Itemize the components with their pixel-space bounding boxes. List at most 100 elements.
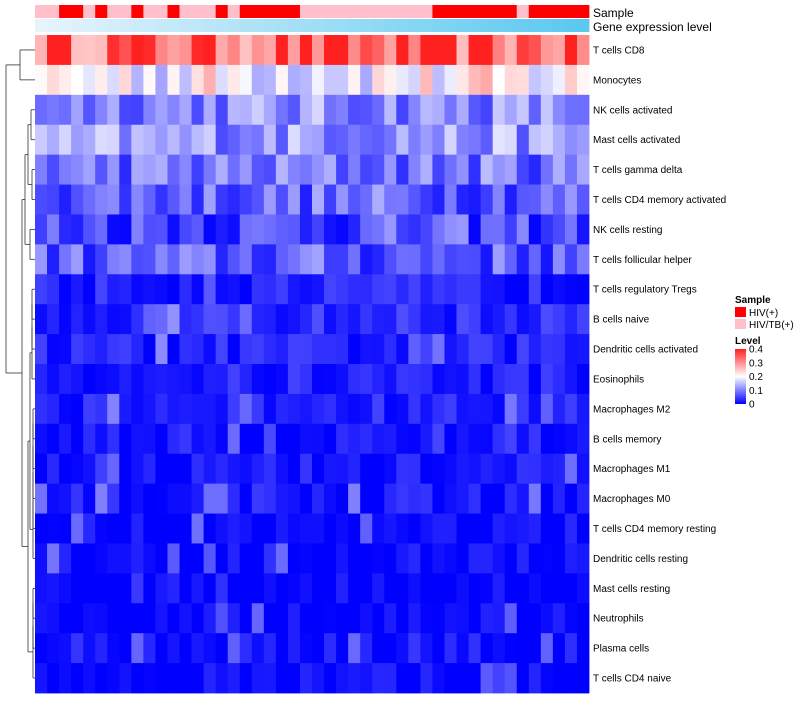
heatmap-cell <box>552 35 566 66</box>
heatmap-cell <box>576 573 590 604</box>
sample-annotation-cell <box>179 5 192 18</box>
heatmap-cell <box>287 573 301 604</box>
heatmap-cell <box>552 573 566 604</box>
heatmap-cell <box>299 154 313 185</box>
heatmap-cell <box>179 35 192 66</box>
heatmap-cell <box>468 633 482 664</box>
heatmap-cell <box>336 483 349 514</box>
heatmap-cell <box>59 274 72 305</box>
heatmap-cell <box>456 633 469 664</box>
sample-annotation-cell <box>167 5 180 18</box>
expression-annotation-cell <box>215 19 229 32</box>
heatmap-cell <box>155 453 168 485</box>
heatmap-cell <box>456 603 469 634</box>
heatmap-cell <box>540 513 554 544</box>
heatmap-cell <box>516 364 530 395</box>
heatmap-cell <box>408 334 421 365</box>
heatmap-cell <box>576 154 590 185</box>
heatmap-cell <box>95 334 108 365</box>
heatmap-cell <box>564 184 578 215</box>
heatmap-cell <box>348 513 361 544</box>
heatmap-cell <box>372 364 385 395</box>
row-label: T cells CD8 <box>593 46 645 57</box>
heatmap-cell <box>47 393 60 425</box>
heatmap-cell <box>191 603 205 634</box>
heatmap-cell <box>468 603 482 634</box>
heatmap-cell <box>107 543 120 574</box>
heatmap-cell <box>95 603 108 634</box>
sample-annotation-cell <box>576 5 590 18</box>
heatmap-cell <box>203 663 217 694</box>
heatmap-cell <box>396 154 409 185</box>
legend-color-scale <box>735 349 746 404</box>
heatmap-cell <box>432 364 445 395</box>
heatmap-cell <box>456 244 469 275</box>
heatmap-cell <box>227 334 241 365</box>
heatmap-cell <box>420 154 433 185</box>
heatmap-cell <box>239 364 253 395</box>
heatmap-cell <box>504 573 518 604</box>
heatmap-cell <box>552 184 566 215</box>
heatmap-cell <box>336 513 349 544</box>
heatmap-cell <box>348 423 361 455</box>
heatmap-cell <box>227 214 241 245</box>
heatmap-cell <box>564 423 578 455</box>
heatmap-cell <box>528 543 542 574</box>
heatmap-cell <box>71 244 84 275</box>
heatmap-cell <box>480 274 494 305</box>
heatmap-cell <box>480 334 494 365</box>
heatmap-cell <box>275 364 289 395</box>
heatmap-cell <box>179 513 192 544</box>
heatmap-cell <box>203 393 217 425</box>
expression-annotation-cell <box>263 19 277 32</box>
sample-annotation-cell <box>504 5 518 18</box>
heatmap-cell <box>324 35 337 66</box>
heatmap-cell <box>191 633 205 664</box>
heatmap-cell <box>275 94 289 126</box>
heatmap-cell <box>528 393 542 425</box>
heatmap-cell <box>119 573 132 604</box>
heatmap-cell <box>143 543 156 574</box>
heatmap-cell <box>167 633 180 664</box>
heatmap-cell <box>516 94 530 126</box>
heatmap-cell <box>420 603 433 634</box>
heatmap-cell <box>215 603 229 634</box>
heatmap-cell <box>372 573 385 604</box>
heatmap-cell <box>384 64 397 96</box>
heatmap-cell <box>167 35 180 66</box>
heatmap-cell <box>444 124 457 156</box>
heatmap-cell <box>179 274 192 305</box>
heatmap-cell <box>287 603 301 634</box>
heatmap-cell <box>251 334 265 365</box>
heatmap-cell <box>324 94 337 126</box>
expression-annotation-cell <box>444 19 457 32</box>
heatmap-cell <box>420 543 433 574</box>
heatmap-cell <box>71 184 84 215</box>
heatmap-cell <box>360 633 373 664</box>
heatmap-cell <box>119 513 132 544</box>
legend-level-tick: 0 <box>749 400 755 411</box>
heatmap-cell <box>275 334 289 365</box>
heatmap-cell <box>444 35 457 66</box>
heatmap-cell <box>372 543 385 574</box>
heatmap-cell <box>504 364 518 395</box>
heatmap-cell <box>83 274 96 305</box>
sample-annotation-cell <box>35 5 48 18</box>
heatmap-cell <box>372 633 385 664</box>
heatmap-cell <box>456 124 469 156</box>
heatmap-cell <box>47 513 60 544</box>
heatmap-cell <box>35 124 48 156</box>
heatmap-cell <box>432 244 445 275</box>
heatmap-cell <box>251 274 265 305</box>
heatmap-cell <box>360 244 373 275</box>
heatmap-cell <box>468 543 482 574</box>
heatmap-cell <box>131 393 144 425</box>
expression-annotation-cell <box>420 19 433 32</box>
heatmap-cell <box>215 154 229 185</box>
heatmap-cell <box>107 244 120 275</box>
heatmap-cell <box>299 603 313 634</box>
heatmap-cell <box>456 483 469 514</box>
heatmap-cell <box>95 214 108 245</box>
heatmap-cell <box>432 184 445 215</box>
heatmap-cell <box>275 603 289 634</box>
